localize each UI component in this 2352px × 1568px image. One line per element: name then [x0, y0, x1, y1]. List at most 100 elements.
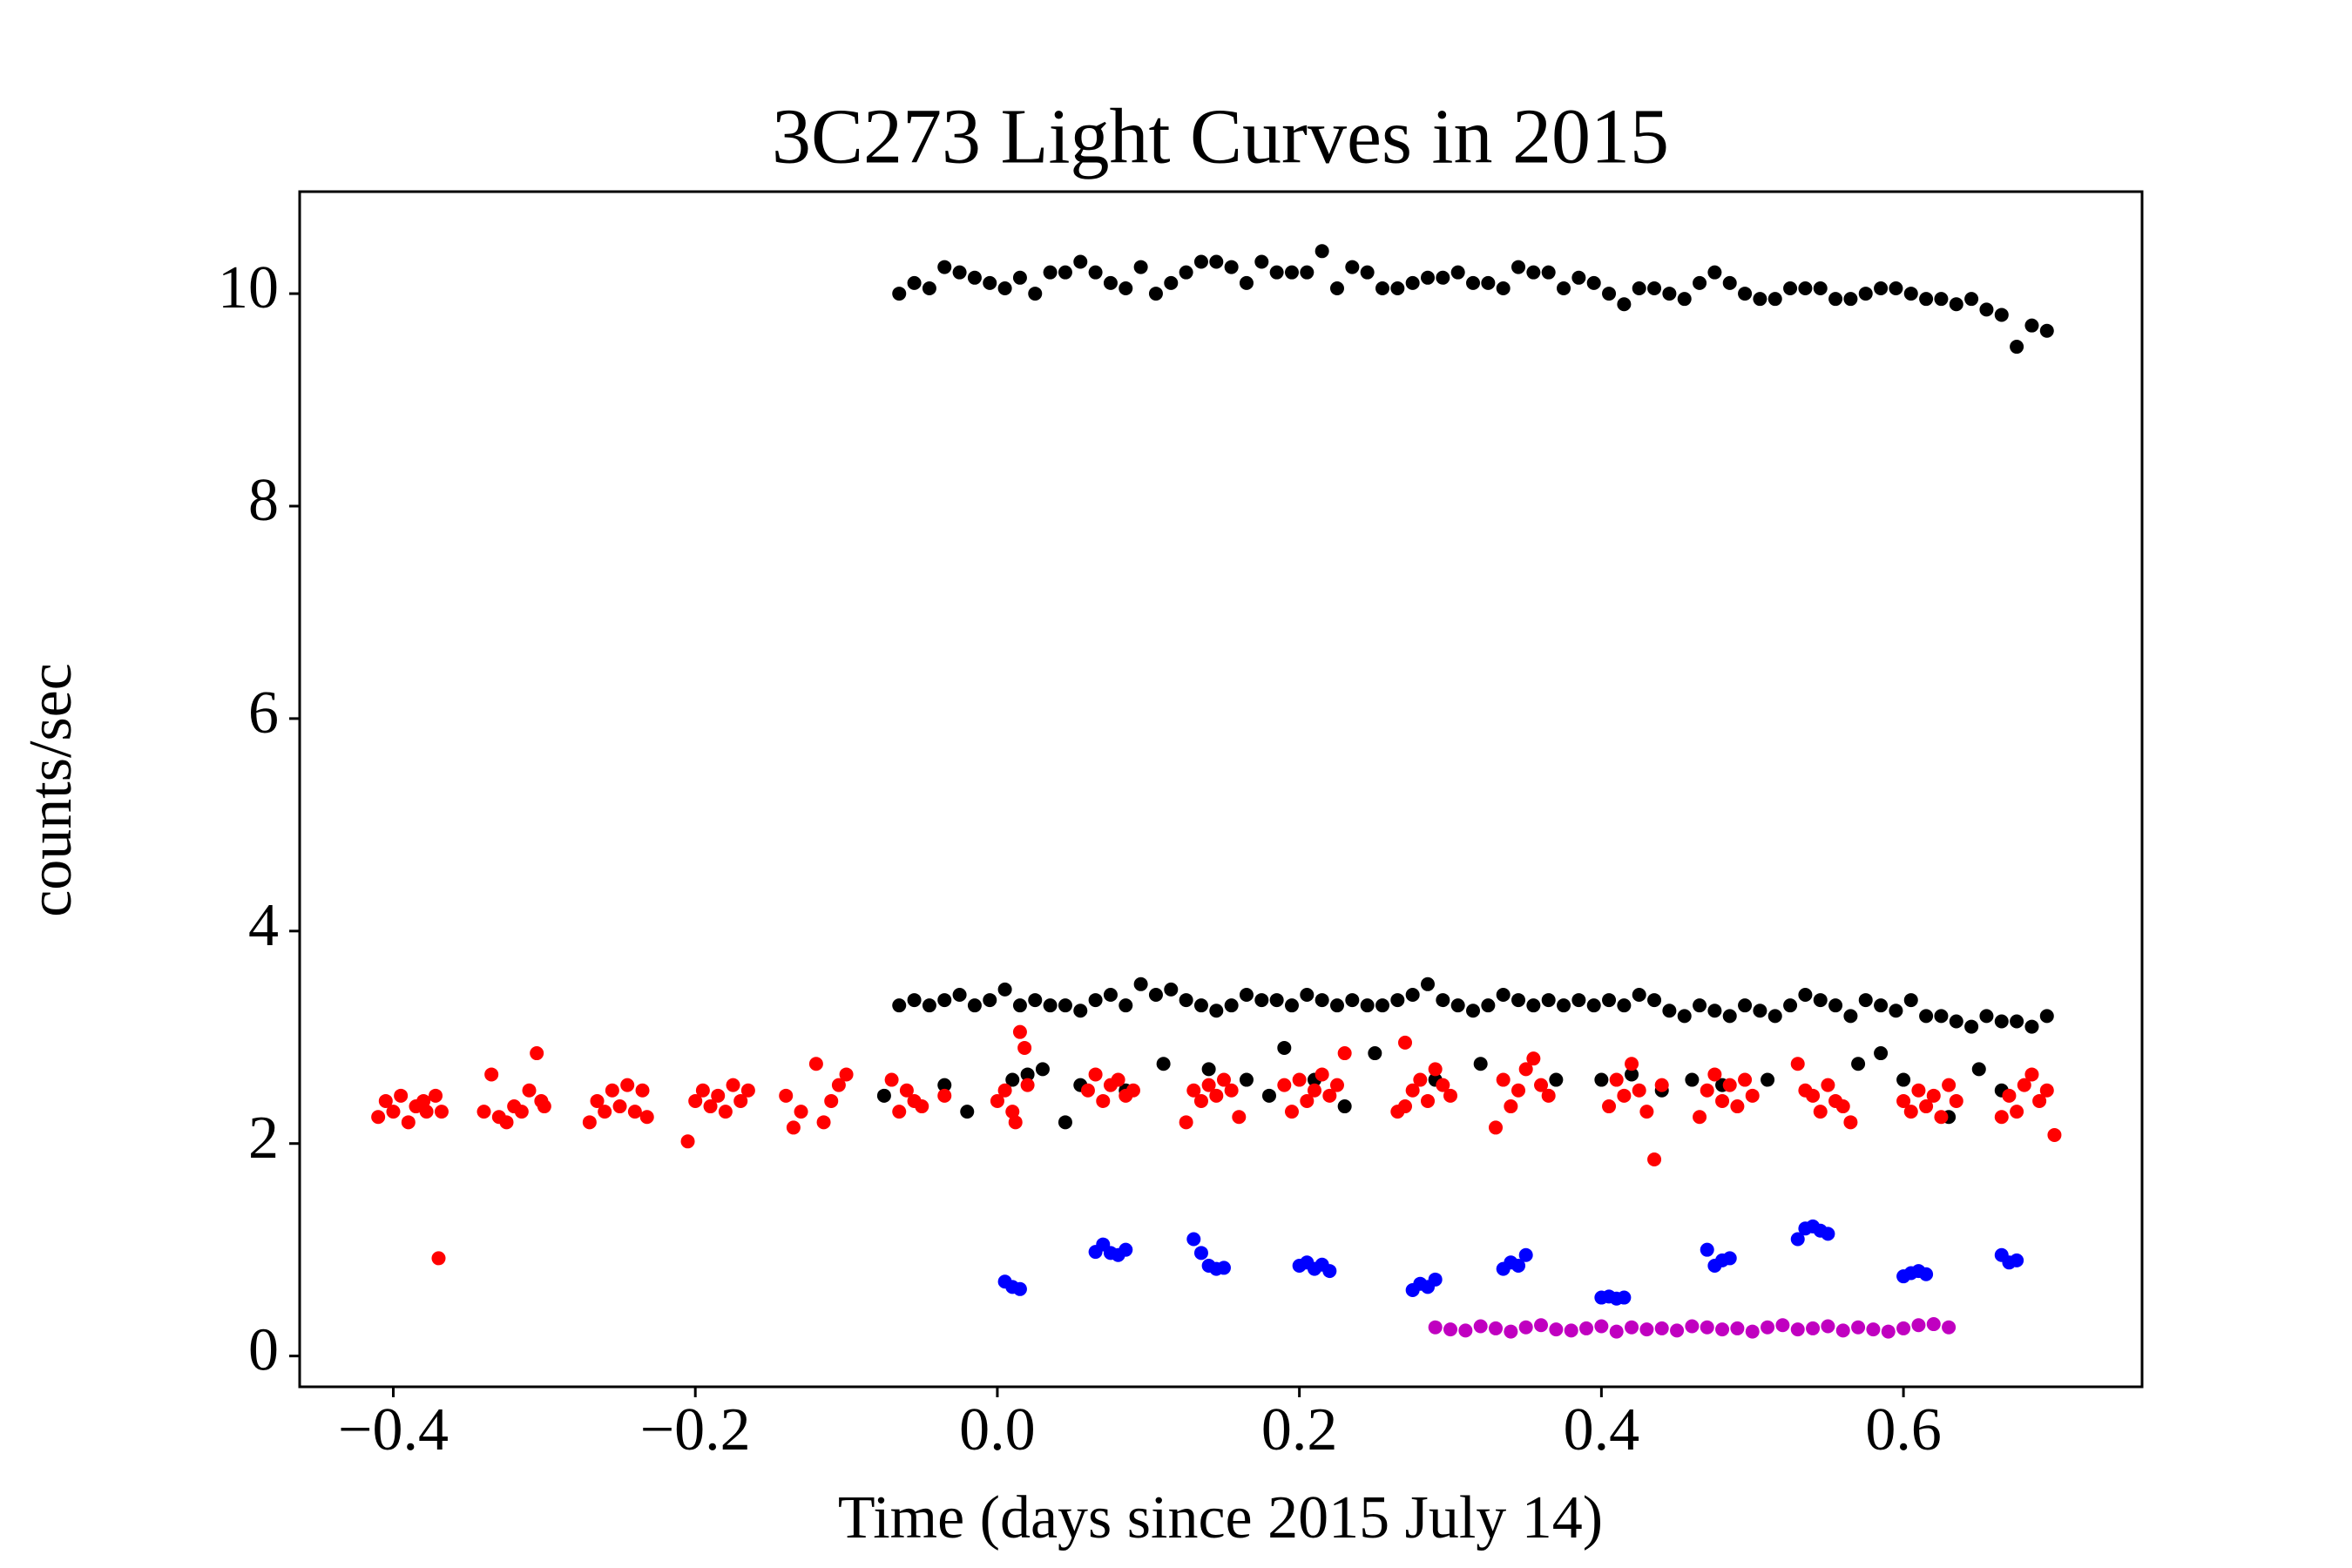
- data-point: [1080, 1083, 1095, 1098]
- data-point: [1722, 275, 1737, 290]
- data-point: [1239, 1072, 1254, 1087]
- data-point: [1594, 1319, 1609, 1334]
- data-point: [1979, 1009, 1994, 1024]
- data-point: [1798, 280, 1813, 295]
- data-point: [1639, 1105, 1654, 1119]
- data-point: [1662, 1004, 1677, 1018]
- data-point: [1647, 993, 1662, 1008]
- data-point: [997, 1083, 1012, 1098]
- data-point: [2039, 1083, 2054, 1098]
- y-axis-label: counts/sec: [17, 663, 84, 917]
- data-point: [605, 1083, 619, 1098]
- data-point: [1767, 1009, 1782, 1024]
- data-point: [1436, 993, 1450, 1008]
- data-point: [1216, 1072, 1231, 1087]
- data-point: [1919, 1009, 1934, 1024]
- data-point: [1889, 1004, 1903, 1018]
- data-point: [2032, 1093, 2047, 1108]
- plot-area: [371, 244, 2062, 1339]
- data-point: [1934, 1110, 1949, 1125]
- data-point: [1700, 1083, 1714, 1098]
- data-point: [1851, 1320, 1866, 1335]
- data-point: [1707, 265, 1722, 280]
- data-point: [1964, 1019, 1979, 1034]
- data-point: [1193, 1246, 1208, 1260]
- data-point: [1345, 260, 1360, 274]
- data-point: [990, 1093, 1004, 1108]
- data-point: [1012, 1024, 1027, 1039]
- data-point: [1300, 265, 1315, 280]
- data-point: [1526, 998, 1541, 1013]
- data-point: [1934, 292, 1949, 307]
- data-point: [937, 993, 952, 1008]
- data-point: [1964, 292, 1979, 307]
- data-point: [1994, 1014, 2009, 1029]
- data-point: [1700, 1242, 1714, 1257]
- data-point: [1889, 280, 1903, 295]
- data-point: [1337, 1099, 1352, 1114]
- data-point: [1745, 1088, 1760, 1103]
- data-point: [1518, 1320, 1533, 1335]
- data-point: [1761, 1072, 1775, 1087]
- data-point: [429, 1088, 443, 1103]
- data-point: [1761, 1320, 1775, 1335]
- data-point: [2010, 1253, 2024, 1267]
- data-point: [1594, 1072, 1609, 1087]
- data-point: [537, 1099, 551, 1114]
- data-point: [1609, 1324, 1624, 1339]
- data-point: [1858, 287, 1873, 301]
- data-point: [983, 275, 997, 290]
- data-point: [1073, 254, 1088, 269]
- data-point: [680, 1134, 695, 1149]
- data-point: [434, 1105, 449, 1119]
- data-point: [1625, 1320, 1639, 1335]
- data-point: [1277, 1040, 1292, 1055]
- data-point: [1466, 275, 1481, 290]
- data-point: [1549, 1322, 1564, 1337]
- data-point: [1511, 1258, 1526, 1273]
- data-point: [1685, 1319, 1700, 1334]
- chart-title: 3C273 Light Curves in 2015: [772, 94, 1669, 180]
- data-point: [922, 280, 936, 295]
- data-point: [1043, 265, 1058, 280]
- data-point: [1398, 1035, 1412, 1050]
- data-point: [1329, 998, 1344, 1013]
- y-tick-label: 4: [248, 892, 279, 959]
- data-point: [1693, 275, 1707, 290]
- data-point: [1828, 998, 1843, 1013]
- data-point: [1186, 1232, 1201, 1247]
- data-point: [1193, 998, 1208, 1013]
- data-point: [1722, 1009, 1737, 1024]
- data-point: [2002, 1088, 2017, 1103]
- data-point: [1625, 1057, 1639, 1071]
- data-point: [1133, 977, 1148, 991]
- data-point: [1421, 977, 1436, 991]
- data-point: [1896, 1093, 1911, 1108]
- x-tick-label: −0.4: [338, 1396, 449, 1463]
- data-point: [1919, 1267, 1934, 1281]
- data-point: [1715, 1093, 1730, 1108]
- data-point: [1329, 1078, 1344, 1092]
- data-point: [1654, 1078, 1669, 1092]
- data-point: [1156, 1057, 1171, 1071]
- data-point: [1443, 1322, 1458, 1337]
- data-point: [386, 1105, 401, 1119]
- data-point: [499, 1115, 514, 1130]
- data-point: [1843, 1115, 1858, 1130]
- data-point: [1994, 308, 2009, 322]
- data-point: [582, 1115, 597, 1130]
- data-point: [1911, 1083, 1926, 1098]
- data-point: [1677, 292, 1692, 307]
- data-point: [1337, 1046, 1352, 1061]
- data-point: [997, 280, 1012, 295]
- data-point: [2024, 1019, 2039, 1034]
- data-point: [1949, 297, 1963, 312]
- data-point: [1518, 1247, 1533, 1262]
- data-point: [1292, 1072, 1307, 1087]
- data-point: [590, 1093, 605, 1108]
- data-point: [1549, 1072, 1564, 1087]
- data-point: [1874, 280, 1889, 295]
- data-point: [1617, 297, 1632, 312]
- data-point: [1481, 275, 1496, 290]
- data-point: [378, 1093, 393, 1108]
